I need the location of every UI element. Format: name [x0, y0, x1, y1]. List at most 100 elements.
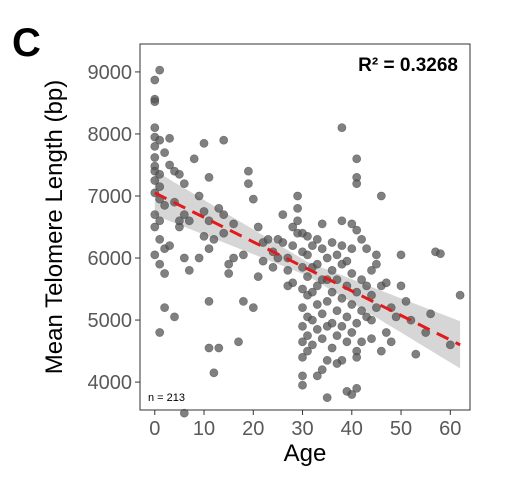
- x-tick-label: 20: [242, 418, 264, 440]
- data-point: [288, 222, 298, 232]
- data-point: [376, 346, 386, 356]
- data-point: [357, 275, 366, 285]
- data-point: [150, 210, 160, 219]
- y-tick-label: 7000: [88, 186, 133, 208]
- data-point: [150, 176, 160, 185]
- data-point: [160, 303, 169, 312]
- data-point: [248, 303, 258, 312]
- data-point: [332, 359, 342, 368]
- data-point: [194, 253, 204, 263]
- data-point: [298, 303, 307, 312]
- data-point: [150, 75, 160, 85]
- data-point: [352, 383, 362, 393]
- data-point: [312, 259, 322, 269]
- data-point: [367, 315, 376, 325]
- x-axis: 0 10 20 30 40 50 60: [149, 410, 461, 440]
- data-point: [298, 380, 307, 390]
- data-point: [194, 191, 204, 201]
- data-point: [278, 210, 288, 219]
- data-point: [347, 390, 357, 399]
- data-point: [381, 328, 391, 337]
- data-point: [263, 234, 273, 244]
- data-point: [179, 408, 189, 418]
- data-point: [342, 337, 352, 347]
- data-point: [327, 265, 337, 275]
- data-point: [229, 219, 238, 229]
- data-point: [303, 250, 312, 260]
- y-axis-label: Mean Telomere Length (bp): [41, 80, 68, 374]
- data-point: [209, 234, 219, 244]
- data-point: [243, 166, 253, 176]
- data-point: [160, 269, 169, 278]
- data-point: [327, 343, 337, 353]
- data-point: [337, 241, 347, 250]
- data-point: [214, 203, 224, 213]
- data-point: [347, 219, 357, 229]
- data-point: [150, 123, 160, 133]
- data-point: [396, 281, 406, 291]
- data-point: [204, 343, 214, 353]
- data-point: [362, 244, 371, 254]
- data-point: [312, 324, 322, 334]
- data-point: [327, 238, 337, 247]
- data-point: [243, 179, 253, 188]
- data-point: [401, 296, 411, 306]
- data-point: [150, 153, 160, 162]
- x-tick-label: 30: [291, 418, 313, 440]
- x-axis-label: Age: [284, 440, 327, 467]
- data-point: [347, 328, 357, 337]
- data-point: [352, 154, 362, 164]
- data-point: [371, 250, 381, 260]
- data-point: [199, 231, 209, 241]
- data-point: [327, 318, 337, 328]
- data-point: [298, 321, 307, 331]
- data-point: [258, 256, 268, 266]
- data-point: [332, 306, 342, 316]
- data-point: [298, 262, 307, 272]
- data-point: [426, 309, 435, 319]
- data-point: [184, 265, 194, 275]
- data-point: [238, 250, 248, 260]
- data-point: [307, 241, 317, 250]
- data-point: [352, 179, 362, 188]
- data-point: [160, 148, 169, 157]
- data-point: [357, 337, 366, 347]
- data-point: [371, 259, 381, 269]
- data-point: [347, 244, 357, 254]
- data-point: [248, 194, 258, 204]
- data-point: [312, 371, 322, 381]
- data-point: [337, 321, 347, 331]
- data-point: [283, 281, 293, 291]
- data-point: [303, 346, 312, 356]
- data-point: [298, 337, 307, 347]
- data-point: [209, 368, 219, 378]
- data-point: [376, 191, 386, 201]
- data-point: [411, 349, 421, 359]
- data-point: [179, 253, 189, 263]
- y-tick-label: 9000: [88, 62, 133, 84]
- x-tick-label: 60: [439, 418, 461, 440]
- data-point: [155, 234, 165, 244]
- x-tick-label: 40: [341, 418, 363, 440]
- data-point: [312, 300, 322, 309]
- data-point: [347, 300, 357, 309]
- data-point: [317, 219, 327, 229]
- plot-area: R² = 0.3268 n = 213: [139, 43, 471, 418]
- data-point: [179, 179, 189, 188]
- data-point: [371, 303, 381, 312]
- data-point: [253, 222, 263, 232]
- data-point: [367, 265, 376, 275]
- data-point: [337, 216, 347, 226]
- data-point: [317, 244, 327, 254]
- data-point: [322, 253, 332, 263]
- data-point: [234, 337, 243, 347]
- data-point: [455, 290, 465, 300]
- y-axis: 4000 5000 6000 7000 8000 9000: [88, 62, 140, 394]
- data-point: [224, 269, 234, 278]
- n-label: n = 213: [148, 392, 185, 404]
- data-point: [445, 340, 455, 350]
- data-point: [312, 281, 322, 291]
- data-point: [391, 312, 401, 322]
- x-tick-label: 50: [390, 418, 412, 440]
- data-point: [298, 284, 307, 294]
